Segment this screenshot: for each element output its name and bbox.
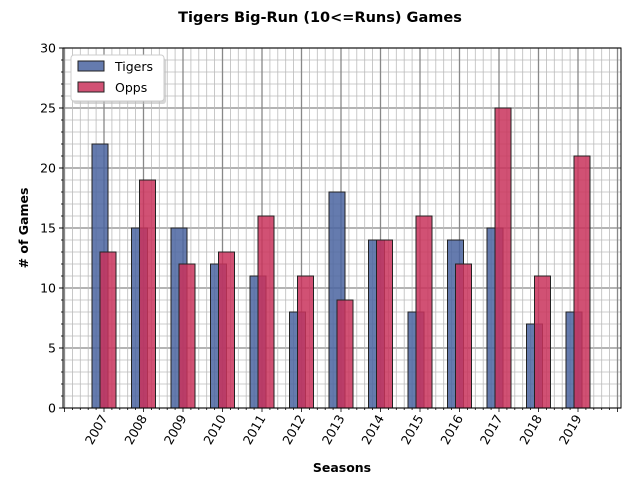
x-tick-label: 2018 bbox=[516, 412, 545, 447]
legend-label-tigers: Tigers bbox=[114, 59, 153, 74]
x-tick-label: 2008 bbox=[121, 412, 150, 447]
x-tick-label: 2009 bbox=[161, 412, 190, 447]
bar-opps bbox=[455, 263, 472, 409]
y-tick-label: 0 bbox=[48, 401, 56, 416]
bar-opps bbox=[494, 107, 512, 409]
bar-opps bbox=[297, 275, 314, 409]
x-tick-label: 2019 bbox=[556, 412, 585, 447]
y-tick-label: 25 bbox=[40, 101, 56, 116]
bar-opps bbox=[99, 251, 117, 409]
x-tick-label: 2011 bbox=[240, 412, 269, 447]
bar-opps bbox=[257, 215, 275, 409]
x-tick-label: 2015 bbox=[398, 412, 427, 447]
x-tick-label: 2010 bbox=[200, 412, 229, 447]
y-axis-label: # of Games bbox=[16, 188, 31, 269]
bar-opps bbox=[336, 299, 354, 409]
legend-swatch-opps bbox=[77, 81, 105, 93]
bar-opps bbox=[573, 155, 591, 409]
y-tick-label: 30 bbox=[40, 41, 56, 56]
x-tick-label: 2012 bbox=[279, 412, 308, 447]
x-tick-label: 2013 bbox=[319, 412, 348, 447]
legend-swatch-tigers bbox=[77, 60, 105, 72]
y-tick-label: 10 bbox=[40, 281, 56, 296]
bar-opps bbox=[178, 263, 196, 409]
y-tick-label: 20 bbox=[40, 161, 56, 176]
legend: Tigers Opps bbox=[70, 54, 166, 104]
x-tick-label: 2014 bbox=[358, 412, 387, 447]
bar-opps bbox=[218, 251, 235, 409]
bar-opps bbox=[415, 215, 433, 409]
bar-opps bbox=[376, 239, 393, 409]
y-tick-label: 5 bbox=[48, 341, 56, 356]
bar-opps bbox=[139, 179, 156, 409]
x-tick-label: 2007 bbox=[82, 412, 111, 447]
y-tick-label: 15 bbox=[40, 221, 56, 236]
chart-title: Tigers Big-Run (10<=Runs) Games bbox=[178, 10, 462, 26]
x-tick-label: 2016 bbox=[437, 412, 466, 447]
x-tick-label: 2017 bbox=[477, 412, 506, 447]
bar-opps bbox=[534, 275, 551, 409]
legend-label-opps: Opps bbox=[115, 80, 147, 95]
x-axis-label: Seasons bbox=[313, 460, 371, 475]
